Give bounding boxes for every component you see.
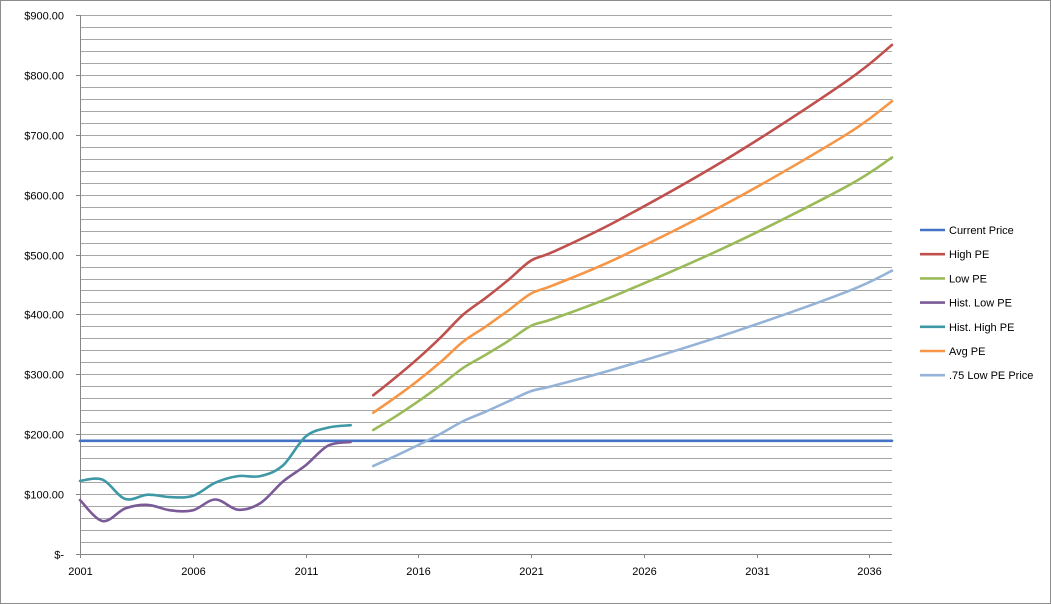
- y-tick-label: $200.00: [24, 430, 64, 442]
- y-tick-label: $300.00: [24, 370, 64, 382]
- series-line-hist-low-pe: [78, 440, 352, 523]
- axes: [76, 15, 892, 558]
- y-tick-label: $600.00: [24, 191, 64, 203]
- legend-label-low-pe: Low PE: [949, 273, 987, 285]
- x-axis-tick-labels: 2001 2006 2011 2016 2021 2026 2031 2036: [68, 566, 881, 578]
- x-tick-label: 2001: [68, 566, 92, 578]
- x-tick-label: 2006: [181, 566, 205, 578]
- series-line-hist-high-pe: [78, 423, 352, 501]
- legend-label-hist-low-pe: Hist. Low PE: [949, 298, 1012, 310]
- x-tick-label: 2016: [406, 566, 430, 578]
- y-axis-tick-labels: $- $100.00 $200.00 $300.00 $400.00 $500.00 $60…: [24, 11, 64, 562]
- legend-label-avg-pe: Avg PE: [949, 346, 986, 358]
- y-tick-label: $-: [54, 550, 64, 562]
- legend-label-high-pe: High PE: [949, 249, 989, 261]
- legend-label-current-price: Current Price: [949, 225, 1014, 237]
- y-tick-label: $800.00: [24, 71, 64, 83]
- series-line-75-low-pe-price: [371, 269, 894, 468]
- gridlines: [80, 15, 892, 543]
- y-tick-label: $900.00: [24, 11, 64, 23]
- x-tick-label: 2036: [857, 566, 881, 578]
- y-tick-label: $500.00: [24, 251, 64, 263]
- legend-label-75-low-pe-price: .75 Low PE Price: [949, 370, 1033, 382]
- legend: Current Price High PE Low PE Hist. Low PE Hi…: [920, 225, 1033, 382]
- series-lines: [78, 43, 894, 523]
- x-tick-label: 2026: [632, 566, 656, 578]
- x-tick-label: 2031: [745, 566, 769, 578]
- x-tick-label: 2021: [519, 566, 543, 578]
- series-line-high-pe: [371, 43, 894, 397]
- series-line-low-pe: [371, 156, 894, 432]
- series-line-avg-pe: [371, 99, 894, 414]
- y-tick-label: $400.00: [24, 310, 64, 322]
- x-tick-label: 2011: [295, 566, 319, 578]
- y-tick-label: $100.00: [24, 490, 64, 502]
- y-tick-label: $700.00: [24, 131, 64, 143]
- legend-label-hist-high-pe: Hist. High PE: [949, 322, 1014, 334]
